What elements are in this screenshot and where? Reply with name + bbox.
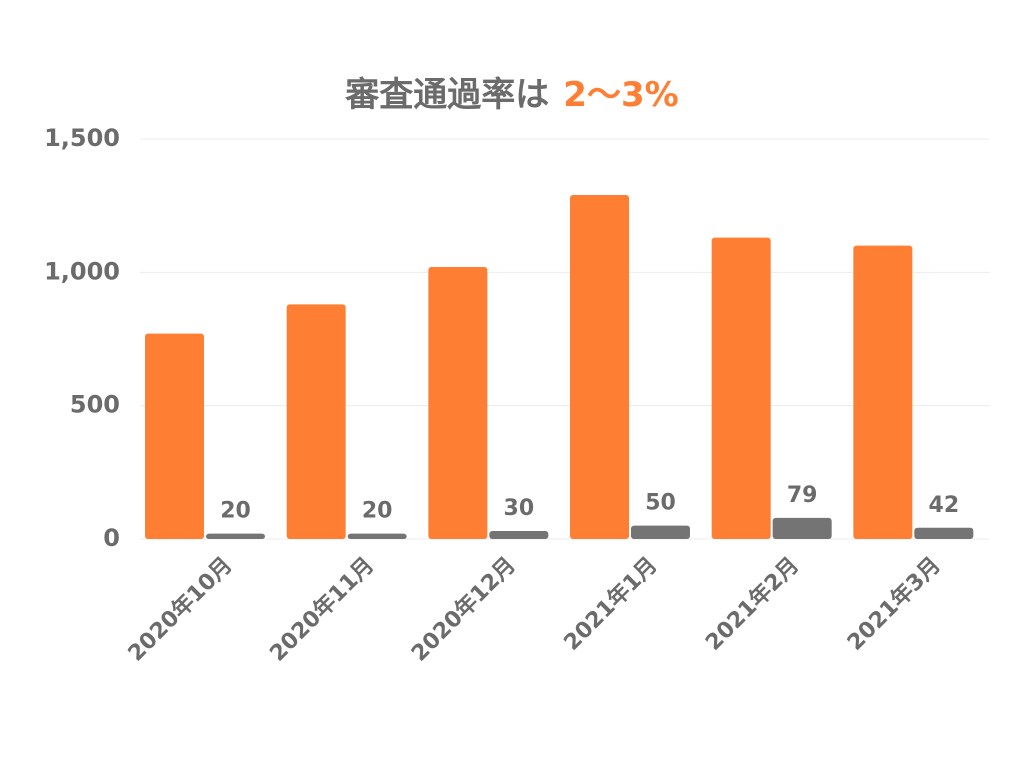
bar — [286, 304, 346, 539]
bar — [914, 527, 974, 539]
value-label: 79 — [787, 483, 818, 508]
value-label: 20 — [362, 499, 393, 524]
y-tick-label: 1,500 — [44, 124, 120, 152]
bar — [711, 237, 771, 539]
chart-title: 審査通過率は 2〜3% — [344, 75, 678, 115]
x-tick-label: 2021年2月 — [701, 552, 805, 656]
bar — [489, 531, 549, 539]
title-highlight: 2〜3% — [563, 75, 678, 115]
bar — [853, 245, 913, 539]
bar — [570, 195, 629, 539]
value-label: 42 — [929, 493, 960, 518]
value-label: 30 — [504, 496, 535, 521]
x-tick-label: 2020年10月 — [123, 552, 237, 666]
value-label: 50 — [645, 491, 676, 516]
value-label: 20 — [220, 499, 251, 524]
bar — [145, 333, 204, 539]
y-tick-label: 1,000 — [44, 257, 120, 285]
y-tick-label: 0 — [103, 524, 120, 552]
bar — [631, 525, 690, 539]
x-tick-label: 2021年3月 — [842, 552, 946, 656]
bar — [428, 267, 488, 539]
bar — [347, 533, 407, 539]
title-text: 審査通過率は — [344, 75, 549, 115]
bar — [206, 533, 265, 539]
x-tick-label: 2020年12月 — [406, 552, 520, 666]
x-tick-label: 2020年11月 — [265, 552, 379, 666]
y-tick-label: 500 — [70, 391, 120, 419]
x-tick-label: 2021年1月 — [559, 552, 663, 656]
bar — [772, 517, 832, 539]
